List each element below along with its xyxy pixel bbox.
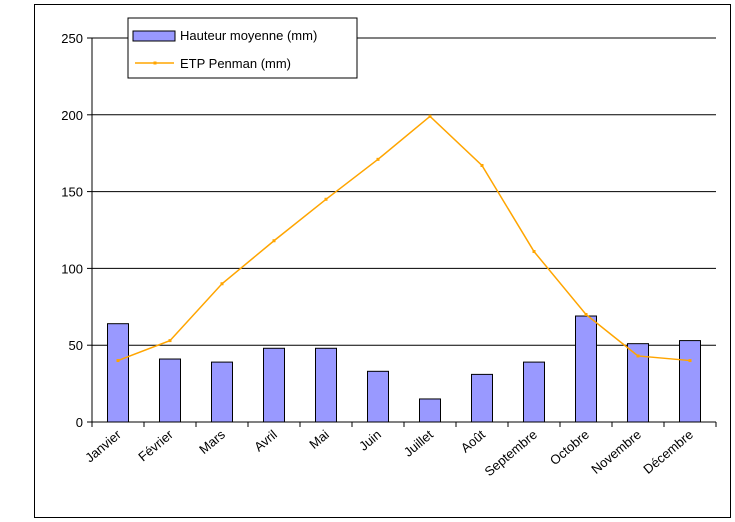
chart-frame — [34, 4, 731, 518]
bar — [419, 398, 441, 423]
bar — [575, 315, 597, 423]
y-tick-label: 100 — [61, 261, 83, 276]
line-point — [480, 163, 484, 167]
x-tick-label: Mars — [196, 426, 228, 456]
y-tick-label: 150 — [61, 185, 83, 200]
line-point — [220, 282, 224, 286]
x-tick-label: Novembre — [588, 427, 644, 477]
x-tick-label: Avril — [251, 427, 280, 455]
x-tick-label: Juillet — [401, 427, 436, 460]
line-point — [584, 312, 588, 316]
bar — [263, 347, 285, 423]
bar — [471, 373, 493, 423]
y-tick-labels: 0 50 100 150 200 250 — [61, 31, 83, 430]
bar — [679, 340, 701, 423]
bar — [211, 361, 233, 423]
legend-line-marker — [153, 61, 157, 65]
x-tick-label: Décembre — [640, 427, 696, 477]
x-tick-labels: Janvier Février Mars Avril Mai Juin Juillet Aoû… — [82, 426, 696, 479]
line-point — [532, 250, 536, 254]
bar — [159, 358, 181, 423]
legend-box — [127, 17, 358, 79]
y-tick-label: 250 — [61, 31, 83, 46]
x-tick-label: Janvier — [82, 426, 124, 465]
x-tick-label: Février — [135, 426, 176, 464]
legend: Hauteur moyenne (mm) ETP Penman (mm) — [127, 17, 358, 79]
line-point — [376, 157, 380, 161]
x-tick-label: Octobre — [547, 427, 592, 468]
gridlines — [92, 37, 716, 346]
bar — [315, 347, 337, 423]
line-path — [117, 115, 691, 362]
bar-series — [107, 315, 701, 423]
x-tick-label: Mai — [306, 427, 332, 452]
line-point — [636, 354, 640, 358]
bar — [367, 370, 389, 423]
line-point — [116, 359, 120, 363]
x-tick-label: Septembre — [482, 427, 540, 479]
legend-bar-swatch — [132, 30, 176, 42]
line-point — [168, 339, 172, 343]
x-tick-label: Août — [458, 427, 488, 456]
bar — [107, 323, 129, 423]
y-tick-label: 200 — [61, 108, 83, 123]
axes — [87, 37, 717, 427]
bar — [627, 343, 649, 423]
bar — [523, 361, 545, 423]
y-tick-label: 0 — [76, 415, 83, 430]
legend-bar-label: Hauteur moyenne (mm) — [180, 28, 317, 43]
y-tick-label: 50 — [69, 338, 83, 353]
line-point — [428, 114, 432, 118]
line-point — [324, 197, 328, 201]
line-series — [116, 114, 692, 363]
line-point — [688, 359, 692, 363]
legend-line-label: ETP Penman (mm) — [180, 56, 291, 71]
x-tick-label: Juin — [356, 427, 384, 454]
line-point — [272, 239, 276, 243]
